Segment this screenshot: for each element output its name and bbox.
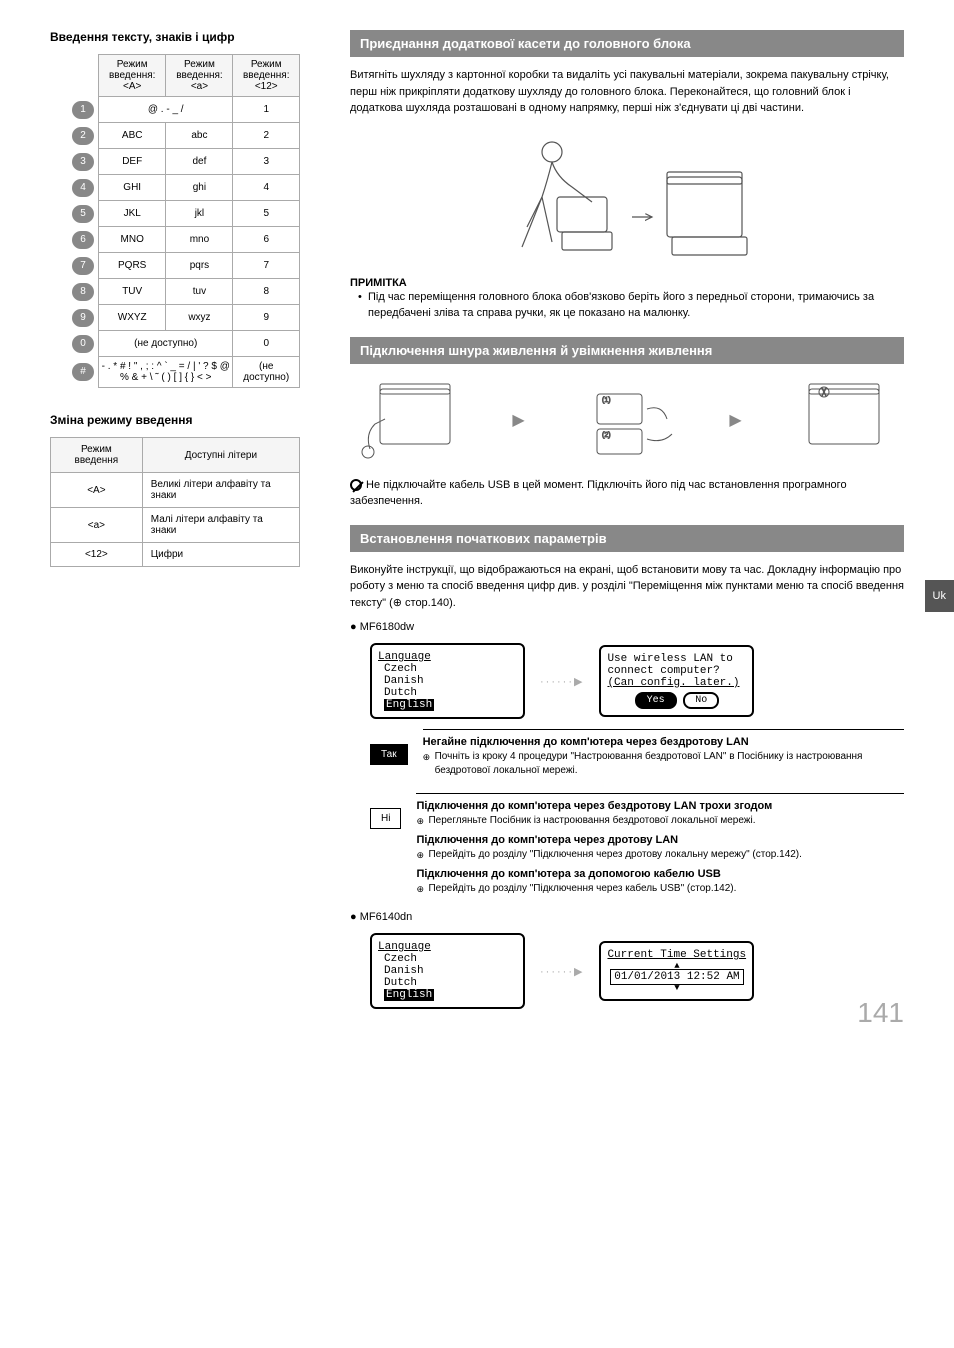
model-label: MF6140dn [350,911,904,923]
model-label: MF6180dw [350,621,904,633]
option-text: Перейдіть до розділу "Підключення через … [416,882,904,896]
language-tab: Uk [925,580,954,612]
option-heading: Негайне підключення до комп'ютера через … [423,736,904,748]
section-2-title: Підключення шнура живлення й увімкнення … [350,337,904,364]
chars-title: Введення тексту, знаків і цифр [50,30,310,44]
mode-title: Зміна режиму введення [50,413,310,427]
option-text: Перегляньте Посібник із настроювання без… [416,814,904,828]
arrow-icon: ▶ [687,410,784,430]
power-illustrations: ▶ (1) (2) ▶ [350,374,904,467]
col-header: Режим введення: <12> [233,55,300,97]
col-header: Режим введення: <A> [99,55,166,97]
option-text: Перейдіть до розділу "Підключення через … [416,848,904,862]
svg-text:(1): (1) [602,397,611,404]
option-heading: Підключення до комп'ютера через дротову … [416,834,904,846]
cassette-illustration [350,132,904,262]
option-no-tag: Ні [370,808,401,829]
option-yes-tag: Так [370,744,408,765]
svg-text:(2): (2) [602,432,611,439]
lcd-language-2: Language Czech Danish Dutch English [370,933,525,1009]
left-column: Введення тексту, знаків і цифр Режим вве… [50,30,310,1019]
usb-warning: Не підключайте кабель USB в цей момент. … [350,477,904,510]
option-text: Почніть із кроку 4 процедури "Настроюван… [423,750,904,778]
mode-col-header: Режим введення [51,438,143,473]
mode-table: Режим введення Доступні літери <A>Великі… [50,437,300,567]
lcd-time: Current Time Settings ▲ 01/01/2013 12:52… [599,941,754,1001]
char-input-table: Режим введення: <A> Режим введення: <a> … [70,54,300,388]
note-title: ПРИМІТКА [350,277,904,289]
lcd-wireless: Use wireless LAN to connect computer? (C… [599,645,754,717]
arrow-icon: ▶ [470,410,567,430]
section-3-text: Виконуйте інструкції, що відображаються … [350,562,904,612]
option-heading: Підключення до комп'ютера через бездрото… [416,800,904,812]
note-list: Під час переміщення головного блока обов… [350,289,904,322]
page-number: 141 [857,997,904,1029]
lcd-language: Language Czech Danish Dutch English [370,643,525,719]
right-column: Приєднання додаткової касети до головног… [350,30,904,1019]
mode-col-header: Доступні літери [142,438,299,473]
col-header: Режим введення: <a> [166,55,233,97]
section-1-title: Приєднання додаткової касети до головног… [350,30,904,57]
option-heading: Підключення до комп'ютера за допомогою к… [416,868,904,880]
note-item: Під час переміщення головного блока обов… [358,289,904,322]
section-3-title: Встановлення початкових параметрів [350,525,904,552]
prohibit-icon [350,479,362,491]
section-1-text: Витягніть шухляду з картонної коробки та… [350,67,904,117]
